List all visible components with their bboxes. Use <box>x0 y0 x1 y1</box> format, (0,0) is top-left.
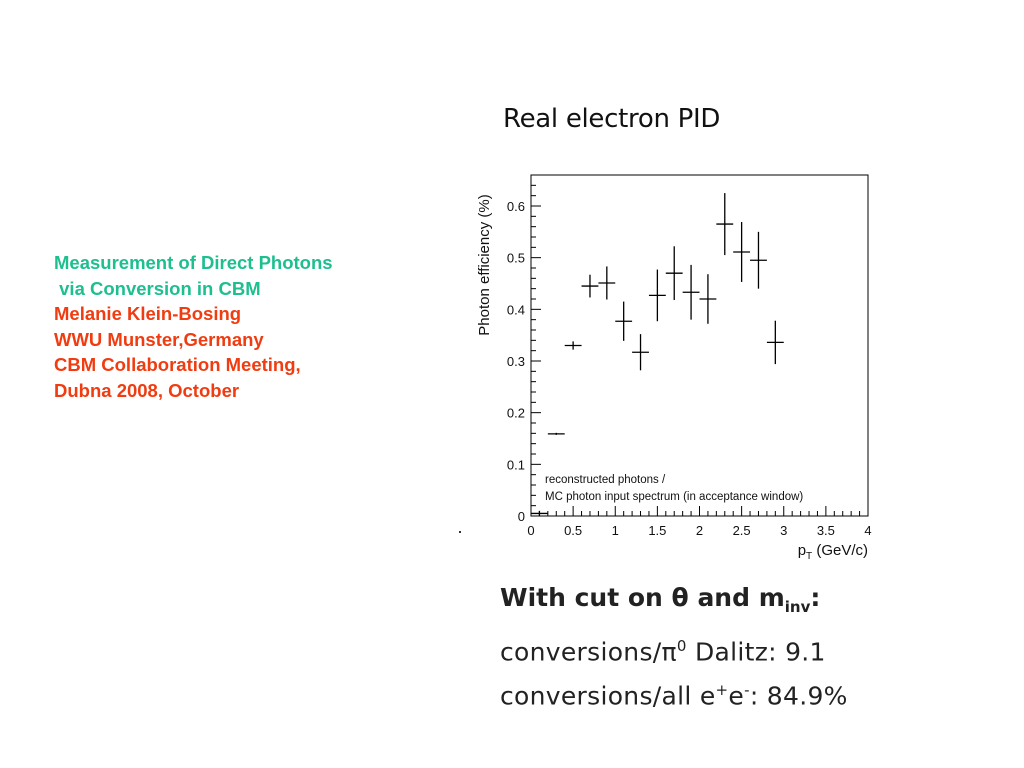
cut-prefix: With cut on <box>500 583 672 612</box>
x-axis-label-main: p <box>798 542 806 559</box>
data-point <box>716 193 734 256</box>
x-axis-ticks: 0 0.5 1 1.5 2 2.5 3 3.5 4 <box>527 506 872 538</box>
cut-sub: inv <box>784 598 811 616</box>
annotation-line-1: reconstructed photons / <box>545 474 666 486</box>
y-tick-label: 0 <box>518 509 525 524</box>
data-point <box>564 341 582 350</box>
data-point <box>699 274 717 324</box>
data-point <box>632 334 649 371</box>
x-axis-label-sub: T <box>806 551 812 562</box>
x-tick-label: 2.5 <box>733 523 751 538</box>
pi-symbol: π <box>661 637 677 667</box>
x-tick-label: 1.5 <box>648 523 666 538</box>
meeting-name: CBM Collaboration Meeting, <box>54 354 301 376</box>
y-tick-label: 0.3 <box>507 354 525 369</box>
x-tick-label: 0 <box>527 523 534 538</box>
e-minus: - <box>744 681 750 700</box>
data-point <box>531 510 548 516</box>
data-point <box>547 432 565 435</box>
data-point <box>766 320 784 365</box>
x-tick-label: 3.5 <box>817 523 835 538</box>
pi-superscript: 0 <box>676 637 687 655</box>
talk-title-line-2: via Conversion in CBM <box>54 277 261 299</box>
y-tick-label: 0.5 <box>507 251 525 266</box>
x-tick-label: 3 <box>780 523 787 538</box>
e-plus: + <box>715 681 729 700</box>
data-point <box>733 222 751 282</box>
e-letter: e <box>728 681 745 711</box>
y-tick-label: 0.6 <box>507 199 525 214</box>
y-tick-label: 0.4 <box>507 302 525 317</box>
all-electron-ratio: conversions/all e+e-: 84.9% <box>500 671 848 715</box>
all-value: : 84.9% <box>749 681 848 711</box>
x-axis-label: pT (GeV/c) <box>798 542 868 562</box>
author-name: Melanie Klein-Bosing <box>54 303 242 325</box>
cut-description: With cut on θ and minv: <box>500 578 848 627</box>
x-tick-label: 2 <box>696 523 703 538</box>
data-point <box>648 269 666 322</box>
y-axis-ticks: 0 0.1 0.2 0.3 0.4 0.5 0.6 <box>507 174 541 524</box>
data-point <box>615 301 633 341</box>
dalitz-value: Dalitz: 9.1 <box>686 637 826 667</box>
data-point <box>665 246 683 301</box>
data-point <box>581 274 599 298</box>
cut-and: and m <box>688 583 785 612</box>
chart-title: Real electron PID <box>503 104 721 134</box>
talk-title-line-1: Measurement of Direct Photons <box>54 252 333 273</box>
dalitz-ratio: conversions/π0 Dalitz: 9.1 <box>500 627 848 671</box>
y-tick-label: 0.1 <box>507 457 525 472</box>
presentation-info: Measurement of Direct Photons via Conver… <box>54 250 333 404</box>
x-tick-label: 0.5 <box>564 523 582 538</box>
selection-summary: With cut on θ and minv: conversions/π0 D… <box>500 578 848 716</box>
all-prefix: conversions/all e <box>500 681 716 711</box>
x-tick-label: 4 <box>864 523 871 538</box>
dalitz-prefix: conversions/ <box>500 637 662 667</box>
cut-suffix: : <box>810 583 821 612</box>
author-affiliation: WWU Munster,Germany <box>54 328 264 350</box>
meeting-place-date: Dubna 2008, October <box>54 379 240 401</box>
x-axis-label-unit: (GeV/c) <box>812 542 868 559</box>
x-tick-label: 1 <box>612 523 619 538</box>
theta-symbol: θ <box>671 583 689 612</box>
data-points <box>531 193 784 516</box>
y-axis-label: Photon efficiency (%) <box>476 194 493 335</box>
data-point <box>750 231 767 289</box>
annotation-line-2: MC photon input spectrum (in acceptance … <box>545 491 803 503</box>
data-point <box>598 266 616 300</box>
y-tick-label: 0.2 <box>507 406 525 421</box>
data-point <box>682 264 700 320</box>
stray-dot <box>459 531 461 533</box>
